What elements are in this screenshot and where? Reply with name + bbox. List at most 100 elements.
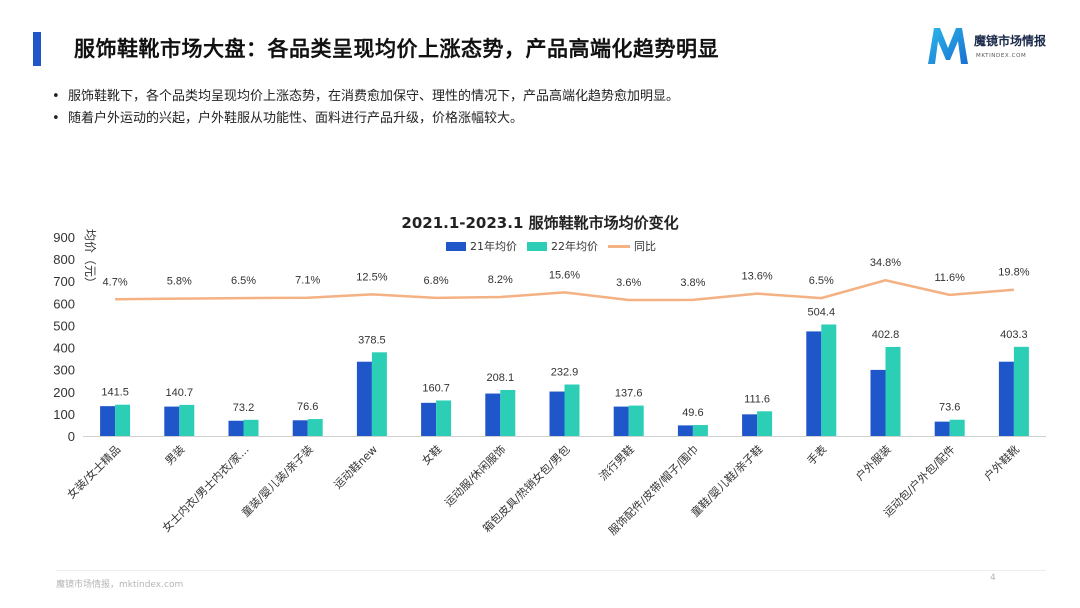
x-category-label: 女鞋: [419, 442, 444, 467]
bar-2022: [307, 419, 323, 436]
bar-2021: [292, 420, 308, 436]
bar-value-label: 208.1: [487, 372, 515, 384]
yoy-value-label: 3.6%: [616, 277, 641, 289]
bar-2022: [179, 404, 195, 436]
x-category-label: 运动包/户外包/配件: [880, 442, 957, 519]
bar-2022: [1013, 346, 1029, 436]
y-tick-label: 900: [53, 230, 75, 245]
bar-2021: [549, 391, 565, 436]
page-title: 服饰鞋靴市场大盘：各品类呈现均价上涨态势，产品高端化趋势明显: [74, 37, 719, 61]
bar-2022: [371, 352, 387, 436]
bar-2021: [356, 361, 372, 436]
bar-2021: [100, 406, 116, 436]
bar-2022: [500, 389, 516, 436]
logo-m-icon: [928, 28, 968, 64]
bar-2022: [949, 419, 965, 436]
legend-item-2022: 22年均价: [527, 238, 598, 254]
bar-2021: [613, 406, 629, 436]
bullet-list: 服饰鞋靴下，各个品类均呈现均价上涨态势，在消费愈加保守、理性的情况下，产品高端化…: [52, 86, 679, 130]
bar-2022: [757, 411, 773, 436]
yoy-line: [115, 278, 1015, 302]
bar-value-label: 141.5: [101, 387, 129, 399]
bar-2022: [885, 346, 901, 436]
logo-name: 魔镜市场情报: [974, 34, 1047, 48]
bar-2021: [421, 402, 437, 436]
bar-2022: [564, 384, 580, 436]
bar-value-label: 160.7: [422, 382, 450, 394]
logo-url: MKTINDEX.COM: [976, 53, 1027, 59]
bar-2022: [115, 404, 131, 436]
yoy-value-label: 5.8%: [167, 276, 192, 288]
yoy-value-label: 3.8%: [680, 277, 705, 289]
bar-2021: [870, 369, 886, 436]
bar-value-label: 378.5: [358, 334, 386, 346]
x-category-label: 童装/婴儿装/亲子装: [238, 442, 315, 519]
bar-value-label: 402.8: [872, 329, 900, 341]
legend-swatch-2022: [527, 241, 547, 251]
legend-label-yoy: 同比: [634, 240, 656, 253]
y-tick-label: 800: [53, 252, 75, 267]
x-category-label: 女装/女士精品: [64, 442, 123, 501]
bar-value-label: 49.6: [682, 407, 703, 419]
y-axis-title: 均价（元）: [83, 229, 97, 289]
bar-2021: [677, 425, 693, 436]
legend-item-2021: 21年均价: [446, 238, 517, 254]
x-category-label: 运动服/休闲服饰: [441, 442, 508, 509]
y-tick-label: 600: [53, 296, 75, 311]
yoy-value-label: 34.8%: [870, 257, 901, 269]
bullet-item: 随着户外运动的兴起，户外鞋服从功能性、面料进行产品升级，价格涨幅较大。: [52, 108, 679, 130]
x-category-label: 童鞋/婴儿鞋/亲子鞋: [688, 442, 765, 519]
x-category-label: 户外服装: [853, 442, 894, 483]
yoy-value-label: 12.5%: [356, 271, 387, 283]
x-category-label: 流行男鞋: [596, 442, 637, 483]
y-tick-label: 0: [68, 429, 75, 444]
bar-2022: [243, 419, 259, 436]
legend-label-2021: 21年均价: [470, 240, 517, 253]
bar-value-label: 73.2: [233, 402, 254, 414]
bar-2021: [164, 406, 180, 436]
bar-value-label: 111.6: [744, 393, 770, 405]
yoy-value-label: 19.8%: [998, 267, 1029, 279]
bar-value-label: 232.9: [551, 367, 579, 379]
x-category-label: 运动鞋new: [331, 442, 380, 491]
bar-value-label: 140.7: [166, 387, 194, 399]
bar-2021: [228, 420, 244, 436]
bar-2022: [692, 425, 708, 436]
yoy-value-label: 6.8%: [424, 275, 449, 287]
bar-2021: [998, 361, 1014, 436]
chart-title: 2021.1-2023.1 服饰鞋靴市场均价变化: [401, 214, 679, 232]
bar-2021: [806, 331, 822, 436]
yoy-value-label: 11.6%: [935, 272, 966, 284]
page-number: 4: [990, 573, 996, 583]
yoy-value-label: 4.7%: [103, 276, 128, 288]
y-tick-label: 500: [53, 318, 75, 333]
bar-2022: [436, 400, 452, 436]
bar-2021: [934, 421, 950, 436]
footer-divider: [56, 570, 1046, 571]
y-tick-label: 400: [53, 341, 75, 356]
x-category-label: 男装: [163, 443, 188, 468]
yoy-value-label: 15.6%: [549, 269, 580, 281]
bar-2022: [821, 324, 837, 436]
legend-label-2022: 22年均价: [551, 240, 598, 253]
bar-value-label: 73.6: [939, 402, 960, 414]
bar-value-label: 137.6: [615, 388, 643, 400]
bar-value-label: 76.6: [297, 401, 318, 413]
yoy-value-label: 6.5%: [809, 275, 834, 287]
chart-legend: 21年均价 22年均价 同比: [446, 238, 666, 254]
yoy-value-label: 7.1%: [295, 275, 320, 287]
bar-value-label: 403.3: [1000, 329, 1028, 341]
yoy-value-label: 13.6%: [741, 271, 772, 283]
footer-source: 魔镜市场情报，mktindex.com: [56, 580, 184, 590]
legend-item-yoy: 同比: [608, 238, 656, 254]
x-category-label: 手表: [804, 442, 829, 467]
bar-2021: [742, 414, 758, 436]
yoy-value-label: 6.5%: [231, 275, 256, 287]
legend-swatch-2021: [446, 241, 466, 251]
bar-2022: [628, 405, 644, 436]
title-accent-bar: [33, 32, 41, 66]
bullet-item: 服饰鞋靴下，各个品类均呈现均价上涨态势，在消费愈加保守、理性的情况下，产品高端化…: [52, 86, 679, 108]
legend-swatch-yoy: [608, 244, 630, 248]
y-tick-label: 700: [53, 274, 75, 289]
